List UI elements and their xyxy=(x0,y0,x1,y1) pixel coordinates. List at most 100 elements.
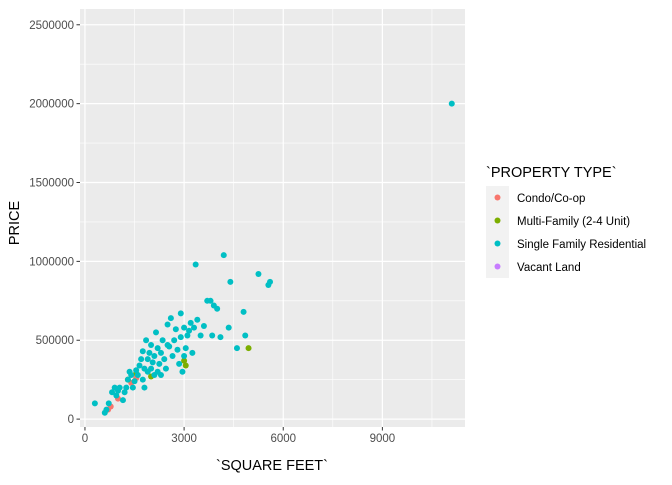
data-point xyxy=(148,365,155,372)
data-point xyxy=(136,362,143,369)
x-tick-label: 0 xyxy=(82,433,88,445)
legend-label: Single Family Residential xyxy=(517,239,646,251)
legend-swatch xyxy=(494,240,501,247)
data-point xyxy=(159,337,166,344)
axes: `SQUARE FEET` PRICE 0 3000 6000 9000 0 500000… xyxy=(7,20,395,474)
data-point xyxy=(113,392,120,399)
data-point xyxy=(164,321,171,328)
data-point xyxy=(240,308,247,315)
data-point xyxy=(448,100,455,107)
data-point xyxy=(217,334,224,341)
data-point xyxy=(255,270,262,277)
data-point xyxy=(157,349,164,356)
legend: `PROPERTY TYPE` Condo/Co-op Multi-Family … xyxy=(486,165,646,278)
data-point xyxy=(162,365,169,372)
legend-label: Condo/Co-op xyxy=(517,193,585,205)
data-point xyxy=(209,332,216,339)
data-point xyxy=(220,252,227,259)
data-point xyxy=(182,362,189,369)
data-point xyxy=(139,348,146,355)
x-tick-label: 6000 xyxy=(270,433,296,445)
data-point xyxy=(227,278,234,285)
data-point xyxy=(192,261,199,268)
data-point xyxy=(169,353,176,360)
data-point xyxy=(134,371,141,378)
data-points xyxy=(91,100,455,416)
plot-panel xyxy=(80,9,465,427)
data-point xyxy=(166,343,173,350)
data-point xyxy=(174,346,181,353)
legend-title: `PROPERTY TYPE` xyxy=(486,165,617,181)
data-point xyxy=(148,341,155,348)
legend-label: Vacant Land xyxy=(517,262,581,274)
data-point xyxy=(194,316,201,323)
legend-swatch xyxy=(494,263,501,270)
data-point xyxy=(123,384,130,391)
data-point xyxy=(181,357,188,364)
x-axis-title: `SQUARE FEET` xyxy=(216,458,328,474)
data-point xyxy=(103,406,110,413)
data-point xyxy=(129,384,136,391)
y-tick-label: 0 xyxy=(68,414,74,426)
data-point xyxy=(233,345,240,352)
legend-swatch xyxy=(494,194,501,201)
legend-label: Multi-Family (2-4 Unit) xyxy=(517,216,630,228)
y-tick-label: 2000000 xyxy=(29,99,74,111)
data-point xyxy=(189,349,196,356)
data-point xyxy=(187,319,194,326)
y-tick-label: 2500000 xyxy=(29,20,74,32)
legend-item: Vacant Land xyxy=(486,255,581,278)
data-point xyxy=(179,368,186,375)
data-point xyxy=(121,389,128,396)
panel-background xyxy=(80,9,465,427)
data-point xyxy=(131,378,138,385)
data-point xyxy=(242,332,249,339)
data-point xyxy=(177,310,184,317)
data-point xyxy=(172,326,179,333)
data-point xyxy=(146,349,153,356)
x-tick-label: 3000 xyxy=(171,433,197,445)
data-point xyxy=(116,384,123,391)
y-tick-label: 500000 xyxy=(36,335,74,347)
data-point xyxy=(200,323,207,330)
data-point xyxy=(144,356,151,363)
data-point xyxy=(124,376,131,383)
legend-item: Multi-Family (2-4 Unit) xyxy=(486,209,630,232)
data-point xyxy=(133,367,140,374)
legend-swatch xyxy=(494,217,501,224)
data-point xyxy=(138,356,145,363)
data-point xyxy=(214,305,221,312)
data-point xyxy=(139,376,146,383)
data-point xyxy=(119,397,126,404)
data-point xyxy=(267,278,274,285)
data-point xyxy=(171,337,178,344)
data-point xyxy=(105,400,112,407)
data-point xyxy=(186,327,193,334)
data-point xyxy=(167,315,174,322)
data-point xyxy=(225,324,232,331)
data-point xyxy=(177,334,184,341)
data-point xyxy=(151,353,158,360)
data-point xyxy=(191,324,198,331)
y-tick-label: 1500000 xyxy=(29,178,74,190)
data-point xyxy=(141,384,148,391)
data-point xyxy=(161,356,168,363)
data-point xyxy=(245,345,252,352)
data-point xyxy=(197,332,204,339)
data-point xyxy=(207,297,214,304)
x-tick-label: 9000 xyxy=(370,433,396,445)
data-point xyxy=(181,353,188,360)
data-point xyxy=(109,389,116,396)
legend-item: Single Family Residential xyxy=(486,232,646,255)
data-point xyxy=(181,324,188,331)
data-point xyxy=(149,359,156,366)
data-point xyxy=(176,360,183,367)
data-point xyxy=(143,337,150,344)
data-point xyxy=(157,371,164,378)
data-point xyxy=(153,329,160,336)
data-point xyxy=(154,345,161,352)
legend-item: Condo/Co-op xyxy=(486,186,585,209)
data-point xyxy=(156,360,163,367)
